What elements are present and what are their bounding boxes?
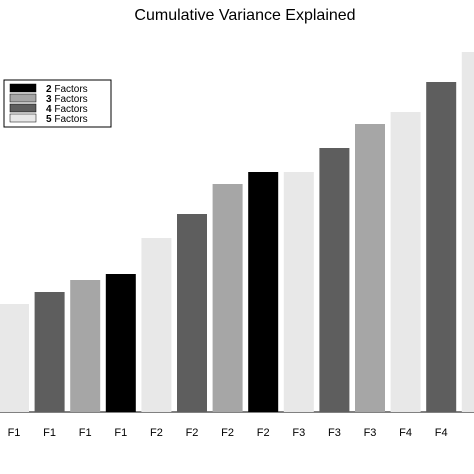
legend-count-1: 2 bbox=[46, 84, 52, 95]
bar-7 bbox=[212, 184, 243, 412]
chart-title: Cumulative Variance Explained bbox=[134, 7, 355, 24]
x-tick-label-4: F1 bbox=[114, 427, 127, 439]
x-tick-label-11: F3 bbox=[364, 427, 377, 439]
bar-12 bbox=[390, 112, 421, 412]
legend-count-4: 5 bbox=[46, 114, 52, 125]
bar-1 bbox=[0, 304, 29, 412]
bar-14 bbox=[461, 52, 474, 412]
x-tick-label-7: F2 bbox=[221, 427, 234, 439]
x-tick-labels: F1F1F1F1F2F2F2F2F3F3F3F4F4F bbox=[8, 427, 474, 439]
legend-text-1: Factors bbox=[52, 84, 88, 95]
x-tick-label-2: F1 bbox=[43, 427, 56, 439]
legend-label-4: 5 Factors bbox=[46, 114, 88, 125]
x-tick-label-8: F2 bbox=[257, 427, 270, 439]
bar-2 bbox=[34, 292, 65, 412]
x-tick-label-5: F2 bbox=[150, 427, 163, 439]
bar-13 bbox=[426, 82, 457, 412]
bar-4 bbox=[105, 274, 136, 412]
bars-group bbox=[0, 52, 474, 412]
legend-swatch-3 bbox=[9, 103, 37, 113]
bar-3 bbox=[70, 280, 101, 412]
bar-11 bbox=[355, 124, 385, 412]
legend-text-4: Factors bbox=[52, 114, 88, 125]
legend-swatch-4 bbox=[9, 113, 37, 123]
legend-text-3: Factors bbox=[52, 104, 88, 115]
x-tick-label-9: F3 bbox=[292, 427, 305, 439]
bar-8 bbox=[248, 172, 279, 412]
legend-swatch-1 bbox=[9, 83, 37, 93]
legend-count-3: 4 bbox=[46, 104, 52, 115]
x-tick-label-12: F4 bbox=[399, 427, 412, 439]
legend-swatch-2 bbox=[9, 93, 37, 103]
bar-10 bbox=[319, 148, 350, 412]
legend-text-2: Factors bbox=[52, 94, 88, 105]
bar-5 bbox=[141, 238, 172, 412]
bar-6 bbox=[177, 214, 207, 412]
x-tick-label-10: F3 bbox=[328, 427, 341, 439]
legend-count-2: 3 bbox=[46, 94, 52, 105]
legend-label-1: 2 Factors bbox=[46, 84, 88, 95]
x-tick-label-13: F4 bbox=[435, 427, 448, 439]
legend-label-3: 4 Factors bbox=[46, 104, 88, 115]
legend-label-2: 3 Factors bbox=[46, 94, 88, 105]
x-tick-label-3: F1 bbox=[79, 427, 92, 439]
bar-9 bbox=[283, 172, 314, 412]
x-tick-label-1: F1 bbox=[8, 427, 21, 439]
x-tick-label-6: F2 bbox=[186, 427, 199, 439]
